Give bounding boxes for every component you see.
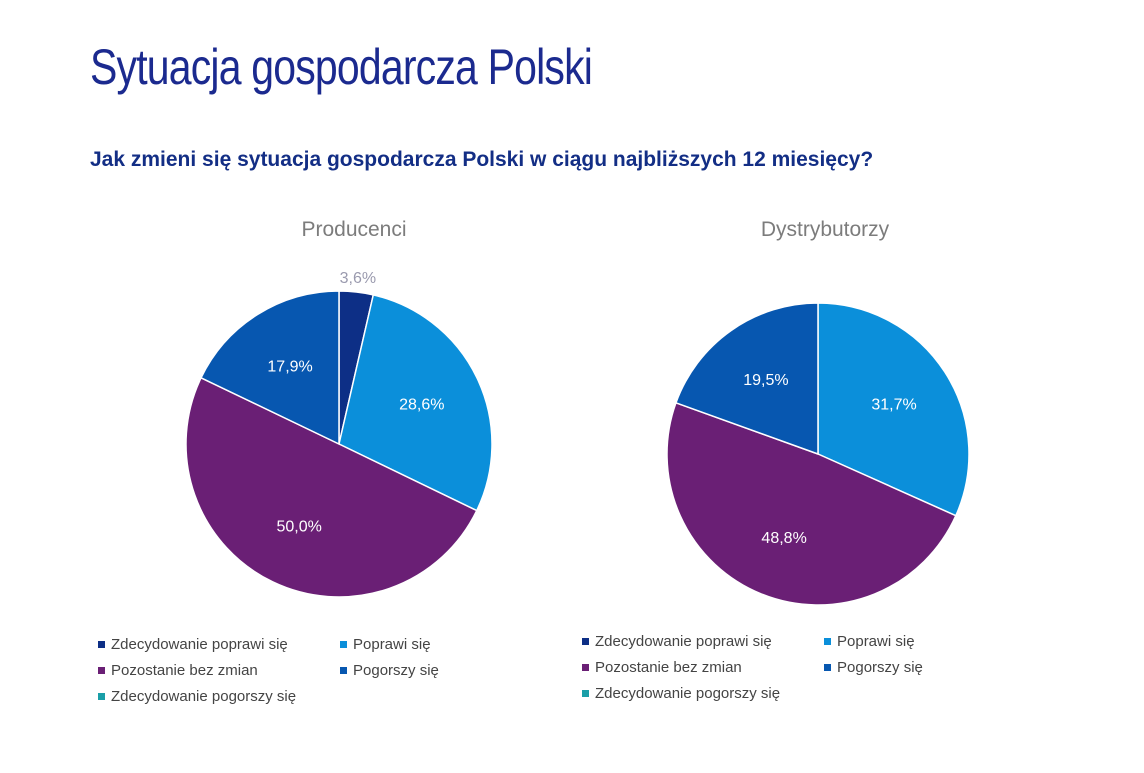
legend-label-zdecydowanie_poprawi: Zdecydowanie poprawi się bbox=[111, 636, 288, 653]
legend-swatch-zdecydowanie_poprawi bbox=[582, 638, 589, 645]
legend-swatch-pogorszy bbox=[824, 664, 831, 671]
legend-swatch-zdecydowanie_poprawi bbox=[98, 641, 105, 648]
chart-title-dystrybutorzy: Dystrybutorzy bbox=[760, 218, 890, 241]
chart-title-producenci: Producenci bbox=[301, 218, 407, 241]
pie-slice-pogorszy bbox=[674, 302, 819, 456]
legend-item-poprawi: Poprawi się bbox=[340, 636, 431, 653]
pie-label-pogorszy: 17,9% bbox=[267, 358, 312, 375]
legend-item-bez_zmian: Pozostanie bez zmian bbox=[582, 659, 742, 676]
pie-label-bez_zmian: 50,0% bbox=[276, 519, 321, 536]
pie-slice-pogorszy bbox=[200, 290, 340, 446]
legend-item-zdecydowanie_poprawi: Zdecydowanie poprawi się bbox=[582, 633, 772, 650]
legend-label-zdecydowanie_pogorszy: Zdecydowanie pogorszy się bbox=[111, 688, 297, 705]
pie-label-poprawi: 28,6% bbox=[399, 396, 444, 413]
legend-label-poprawi: Poprawi się bbox=[353, 636, 431, 653]
legend-swatch-poprawi bbox=[824, 638, 831, 645]
legend-label-bez_zmian: Pozostanie bez zmian bbox=[111, 662, 258, 679]
pie-label-zdecydowanie_poprawi: 3,6% bbox=[340, 270, 376, 287]
legend-item-pogorszy: Pogorszy się bbox=[824, 659, 923, 676]
legend-swatch-bez_zmian bbox=[98, 667, 105, 674]
legend-swatch-pogorszy bbox=[340, 667, 347, 674]
chart-question: Jak zmieni się sytuacja gospodarcza Pols… bbox=[90, 148, 874, 171]
legend-item-bez_zmian: Pozostanie bez zmian bbox=[98, 662, 258, 679]
pie-slice-bez_zmian bbox=[185, 376, 478, 598]
legend-swatch-bez_zmian bbox=[582, 664, 589, 671]
legend-label-bez_zmian: Pozostanie bez zmian bbox=[595, 659, 742, 676]
pie-label-bez_zmian: 48,8% bbox=[761, 530, 806, 547]
page-title: Sytuacja gospodarcza Polski bbox=[90, 39, 593, 95]
legend-label-pogorszy: Pogorszy się bbox=[353, 662, 439, 679]
legend-item-pogorszy: Pogorszy się bbox=[340, 662, 439, 679]
legend-label-zdecydowanie_poprawi: Zdecydowanie poprawi się bbox=[595, 633, 772, 650]
legend-label-pogorszy: Pogorszy się bbox=[837, 659, 923, 676]
pie-label-pogorszy: 19,5% bbox=[743, 372, 788, 389]
pie-slice-bez_zmian bbox=[666, 401, 957, 606]
legend-label-zdecydowanie_pogorszy: Zdecydowanie pogorszy się bbox=[595, 685, 781, 702]
pie-label-poprawi: 31,7% bbox=[871, 397, 916, 414]
legend-swatch-poprawi bbox=[340, 641, 347, 648]
legend-item-zdecydowanie_pogorszy: Zdecydowanie pogorszy się bbox=[98, 688, 296, 705]
legend-item-zdecydowanie_pogorszy: Zdecydowanie pogorszy się bbox=[582, 685, 780, 702]
legend-item-zdecydowanie_poprawi: Zdecydowanie poprawi się bbox=[98, 636, 288, 653]
legend-swatch-zdecydowanie_pogorszy bbox=[582, 690, 589, 697]
pie-slice-poprawi bbox=[817, 302, 970, 517]
legend-item-poprawi: Poprawi się bbox=[824, 633, 915, 650]
legend-swatch-zdecydowanie_pogorszy bbox=[98, 693, 105, 700]
pie-slice-poprawi bbox=[338, 293, 493, 512]
legend-label-poprawi: Poprawi się bbox=[837, 633, 915, 650]
